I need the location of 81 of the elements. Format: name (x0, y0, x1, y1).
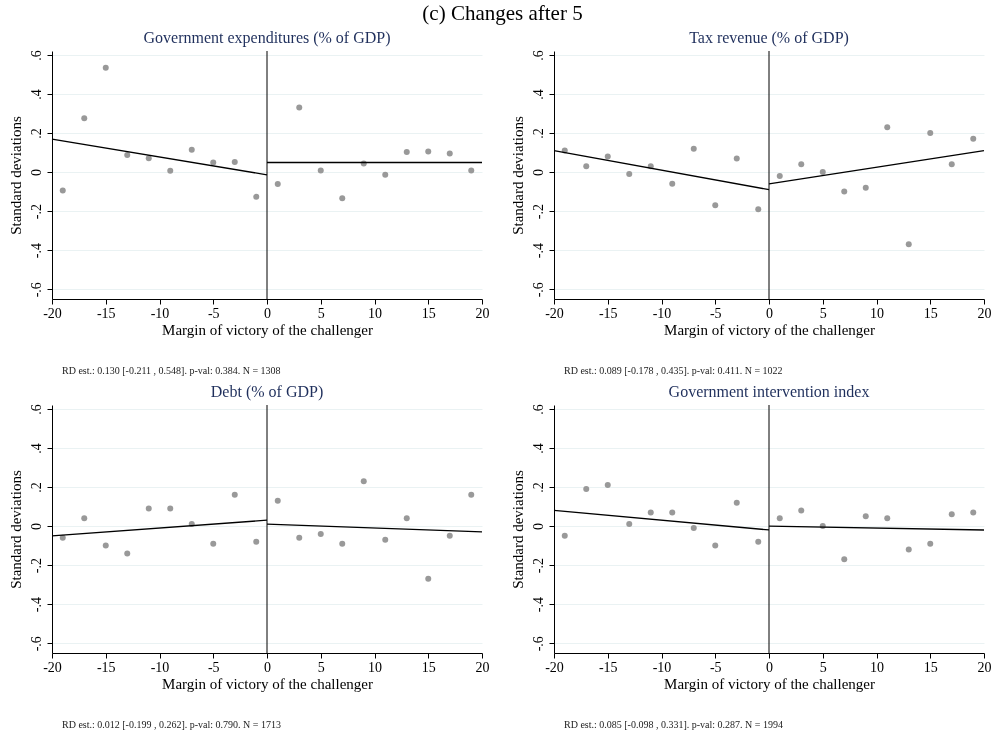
y-tick-label: .4 (530, 89, 546, 100)
y-tick-label: .6 (530, 404, 546, 415)
chart-title: Tax revenue (% of GDP) (689, 28, 849, 47)
x-tick-label: -5 (207, 659, 220, 675)
x-tick-label: 10 (870, 305, 884, 321)
x-tick-label: 15 (923, 659, 938, 675)
y-tick-label: .2 (28, 128, 44, 139)
x-tick-label: 0 (766, 659, 773, 675)
x-tick-label: 10 (368, 659, 382, 675)
y-tick-label: .2 (530, 482, 546, 493)
chart-title: Government intervention index (668, 382, 870, 400)
y-axis-title: Standard deviations (7, 469, 24, 589)
x-tick-label: 5 (317, 659, 325, 675)
y-tick-label: .6 (28, 404, 44, 415)
x-tick-label: -15 (96, 305, 116, 321)
text: RD est.: 0.012 [-0.199 , 0.262]. p-val: 0.790. N = 1713 (62, 719, 281, 730)
x-tick-label: 15 (421, 305, 436, 321)
x-tick-label: -20 (545, 659, 564, 675)
x-tick-label: -10 (150, 659, 170, 675)
chart-title: Debt (% of GDP) (210, 382, 324, 401)
x-tick-label: 15 (923, 305, 938, 321)
y-tick-label: 0 (530, 523, 546, 531)
y-tick-label: -.2 (530, 558, 546, 574)
y-tick-label: -.6 (530, 636, 546, 652)
y-tick-label: .6 (530, 50, 546, 61)
x-tick-label: -20 (545, 305, 564, 321)
x-tick-label: 5 (819, 305, 827, 321)
x-tick-label: -15 (96, 659, 116, 675)
y-tick-label: .4 (28, 443, 44, 454)
x-axis-title: Margin of victory of the challenger (162, 321, 373, 338)
x-tick-label: -5 (709, 305, 722, 321)
y-tick-label: 0 (530, 169, 546, 177)
chart-title: Government expenditures (% of GDP) (143, 28, 391, 47)
x-tick-label: 0 (264, 659, 271, 675)
text: RD est.: 0.130 [-0.211 , 0.548]. p-val: 0.384. N = 1308 (62, 365, 281, 376)
x-tick-label: -15 (598, 305, 618, 321)
y-tick-label: .2 (28, 482, 44, 493)
y-tick-label: -.6 (530, 282, 546, 298)
x-tick-label: -10 (150, 305, 170, 321)
y-tick-label: .2 (530, 128, 546, 139)
x-tick-label: -10 (652, 659, 672, 675)
x-tick-label: -5 (709, 659, 722, 675)
x-tick-label: 5 (819, 659, 827, 675)
x-tick-label: 20 (475, 659, 490, 675)
text: RD est.: 0.089 [-0.178 , 0.435]. p-val: 0.411. N = 1022 (564, 365, 783, 376)
x-tick-label: 10 (368, 305, 382, 321)
x-tick-label: 15 (421, 659, 436, 675)
x-axis-title: Margin of victory of the challenger (664, 321, 875, 338)
x-tick-label: 20 (475, 305, 490, 321)
y-axis-title: Standard deviations (7, 115, 24, 235)
x-tick-label: -20 (43, 659, 62, 675)
x-tick-label: 5 (317, 305, 325, 321)
x-tick-label: 20 (977, 659, 992, 675)
y-tick-label: -.4 (530, 597, 546, 613)
x-tick-label: 20 (977, 305, 992, 321)
y-axis-title: Standard deviations (509, 469, 526, 589)
text: RD est.: 0.085 [-0.098 , 0.331]. p-val: 0.287. N = 1994 (564, 719, 783, 730)
y-tick-label: -.6 (28, 282, 44, 298)
y-tick-label: -.4 (28, 243, 44, 259)
y-tick-label: 0 (28, 523, 44, 531)
y-tick-label: -.2 (28, 204, 44, 220)
x-tick-label: -5 (207, 305, 220, 321)
y-tick-label: -.4 (530, 243, 546, 259)
y-tick-label: -.4 (28, 597, 44, 613)
x-axis-title: Margin of victory of the challenger (162, 675, 373, 692)
y-tick-label: -.2 (530, 204, 546, 220)
x-axis-title: Margin of victory of the challenger (664, 675, 875, 692)
y-tick-label: -.2 (28, 558, 44, 574)
x-tick-label: 10 (870, 659, 884, 675)
text: (c) Changes after 5 (421, 0, 584, 26)
x-tick-label: -20 (43, 305, 62, 321)
y-tick-label: .4 (530, 443, 546, 454)
y-axis-title: Standard deviations (509, 115, 526, 235)
y-tick-label: .4 (28, 89, 44, 100)
x-tick-label: 0 (264, 305, 271, 321)
y-tick-label: 0 (28, 169, 44, 177)
x-tick-label: -15 (598, 659, 618, 675)
y-tick-label: -.6 (28, 636, 44, 652)
x-tick-label: 0 (766, 305, 773, 321)
x-tick-label: -10 (652, 305, 672, 321)
y-tick-label: .6 (28, 50, 44, 61)
